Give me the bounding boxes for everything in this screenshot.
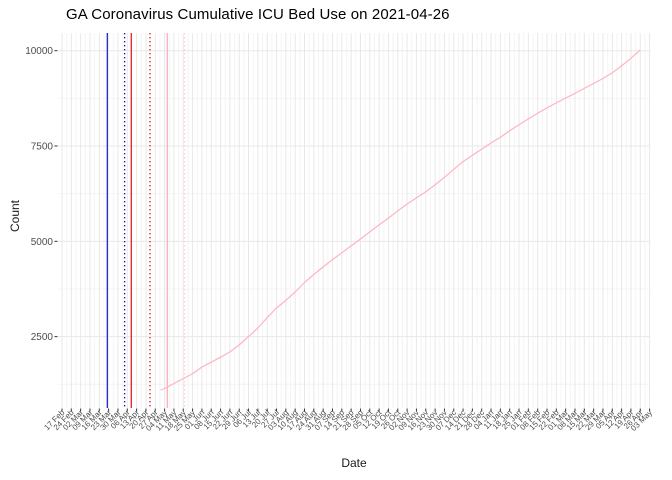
chart-title: GA Coronavirus Cumulative ICU Bed Use on… <box>66 6 450 23</box>
y-tick-label: 10000 <box>25 46 53 57</box>
y-tick-label: 5000 <box>31 237 54 248</box>
data-line <box>160 49 641 391</box>
y-tick-label: 2500 <box>31 332 54 343</box>
y-axis-title: Count <box>8 199 22 233</box>
x-axis-title: Date <box>341 456 367 470</box>
y-tick-label: 7500 <box>31 142 54 153</box>
